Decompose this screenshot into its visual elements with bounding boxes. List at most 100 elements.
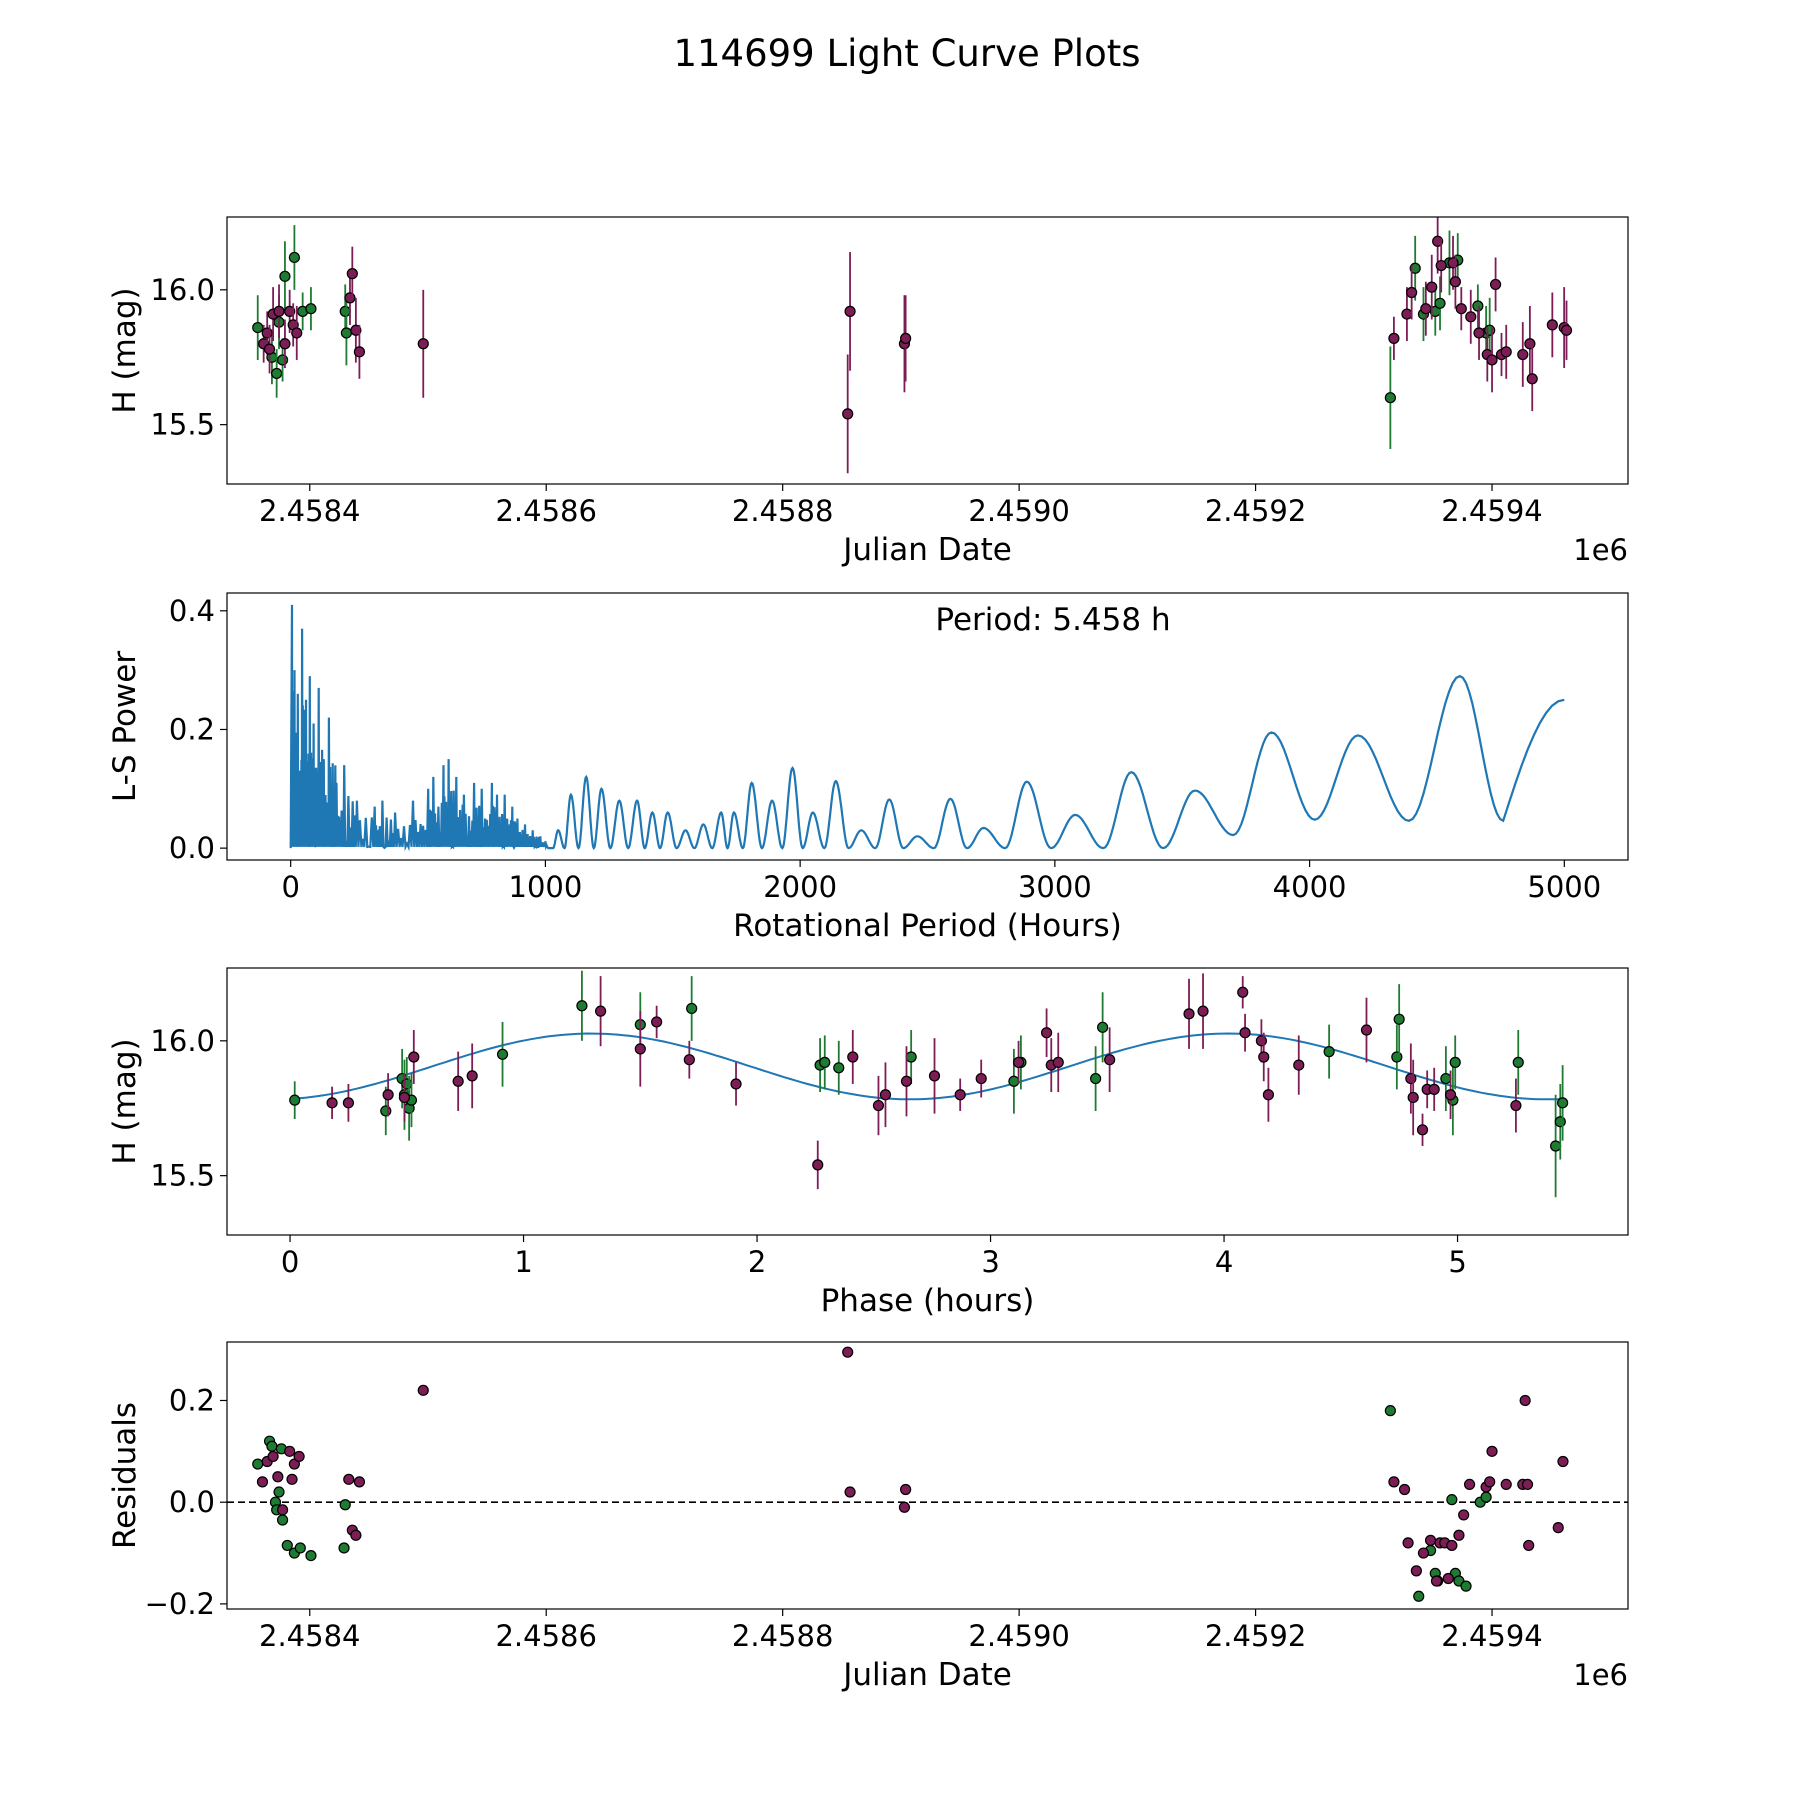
data-point-green: [271, 367, 283, 380]
data-point-green: [1472, 300, 1484, 312]
data-point-green: [266, 1440, 278, 1452]
data-point-purple: [634, 1043, 646, 1055]
data-point-purple: [452, 1075, 464, 1087]
data-point-green: [496, 1048, 509, 1060]
data-point-purple: [291, 327, 303, 339]
data-point-purple: [1447, 257, 1459, 269]
data-point-purple: [261, 327, 273, 339]
panels: 2.4584 2.4586 2.4588 2.4590 2.4592 2.4594 15.5…: [107, 216, 1629, 1693]
data-point-purple: [1360, 1024, 1373, 1036]
series-purple: [258, 217, 1573, 474]
series-purple: [326, 973, 1522, 1190]
data-point-purple: [1432, 235, 1444, 247]
x-tick-label: 2.4592: [1205, 1619, 1306, 1653]
panel-residuals: 2.4584 2.4586 2.4588 2.4590 2.4592 2.4594 −0.2…: [107, 1341, 1629, 1693]
y-tick-label: 0.0: [169, 1485, 215, 1519]
data-point-purple: [1405, 1072, 1417, 1085]
data-point-green: [1384, 1405, 1396, 1417]
data-point-purple: [1239, 1027, 1251, 1039]
data-point-purple: [256, 1476, 269, 1488]
data-point-green: [1446, 1494, 1458, 1506]
data-point-purple: [844, 305, 856, 317]
y-axis-label: L-S Power: [107, 651, 143, 802]
data-point-green: [1440, 1072, 1452, 1085]
data-point-green: [1460, 1580, 1472, 1592]
data-point-green: [1384, 392, 1396, 404]
data-point-green: [1090, 1072, 1102, 1085]
data-point-purple: [1402, 1537, 1414, 1549]
x-tick-label: 2.4588: [732, 494, 833, 528]
data-point-purple: [1197, 1005, 1209, 1017]
data-point-purple: [466, 1070, 478, 1082]
data-point-purple: [344, 292, 356, 304]
data-point-green: [276, 1514, 289, 1526]
data-point-green: [1413, 1590, 1425, 1602]
data-point-purple: [842, 1346, 854, 1358]
x-tick-label: 2.4590: [968, 494, 1069, 528]
x-offset-label: 1e6: [1573, 1658, 1628, 1692]
x-tick-label: 1000: [509, 870, 583, 904]
data-point-purple: [1407, 1091, 1419, 1104]
x-axis-label: Rotational Period (Hours): [733, 908, 1122, 944]
data-point-green: [1557, 1097, 1569, 1109]
data-point-green: [252, 1458, 264, 1470]
data-point-purple: [1401, 308, 1413, 320]
data-point-green: [1484, 324, 1496, 336]
data-point-purple: [954, 1089, 966, 1101]
data-point-purple: [1428, 1083, 1440, 1095]
data-point-green: [1480, 1491, 1492, 1503]
data-point-purple: [1523, 1539, 1535, 1552]
data-point-green: [294, 1542, 306, 1554]
data-point-purple: [1465, 311, 1477, 323]
data-point-purple: [1486, 354, 1498, 366]
model-curve: [294, 1032, 1563, 1101]
data-point-purple: [272, 1471, 284, 1483]
y-axis-label: Residuals: [107, 1402, 143, 1549]
plot-area-phasefold: [289, 970, 1569, 1198]
data-point-purple: [1052, 1056, 1064, 1068]
data-point-green: [288, 251, 300, 264]
data-point-purple: [267, 1450, 279, 1463]
data-point-green: [339, 1499, 351, 1511]
x-axis-label: Phase (hours): [821, 1283, 1035, 1319]
y-tick-label: 0.4: [169, 594, 215, 628]
y-axis-label: H (mag): [107, 1038, 143, 1164]
x-tick-label: 1: [514, 1245, 532, 1279]
data-point-purple: [408, 1051, 420, 1063]
series-green: [252, 225, 1496, 449]
data-point-purple: [1500, 346, 1512, 358]
data-point-purple: [1388, 332, 1400, 344]
data-point-purple: [1560, 324, 1573, 336]
data-point-green: [905, 1051, 917, 1063]
data-point-purple: [1420, 303, 1432, 315]
data-point-purple: [417, 338, 429, 350]
data-point-purple: [417, 1384, 429, 1396]
data-point-purple: [286, 1473, 298, 1485]
x-tick-label: 2000: [763, 870, 837, 904]
data-point-purple: [1484, 1476, 1496, 1488]
x-tick-label: 2.4592: [1205, 494, 1306, 528]
data-point-green: [576, 1000, 588, 1012]
data-point-green: [338, 1542, 350, 1554]
data-point-purple: [900, 332, 912, 344]
data-point-purple: [1410, 1565, 1422, 1577]
data-point-green: [305, 303, 317, 315]
x-axis-label: Julian Date: [841, 532, 1012, 568]
y-tick-label: −0.2: [145, 1587, 215, 1621]
data-point-purple: [342, 1097, 355, 1109]
data-point-purple: [293, 1450, 305, 1463]
data-point-purple: [1258, 1051, 1270, 1063]
data-point-green: [279, 270, 291, 282]
data-point-green: [1554, 1116, 1566, 1128]
data-point-purple: [1455, 303, 1467, 315]
data-point-green: [1512, 1056, 1524, 1068]
x-tick-label: 3000: [1018, 870, 1092, 904]
data-point-purple: [1557, 1455, 1569, 1468]
data-point-purple: [1255, 1035, 1268, 1047]
data-point-purple: [273, 305, 285, 317]
x-tick-label: 2.4586: [495, 1619, 596, 1653]
axes-frame: [226, 1341, 1629, 1610]
data-point-purple: [1435, 259, 1447, 272]
data-point-green: [1550, 1140, 1562, 1152]
